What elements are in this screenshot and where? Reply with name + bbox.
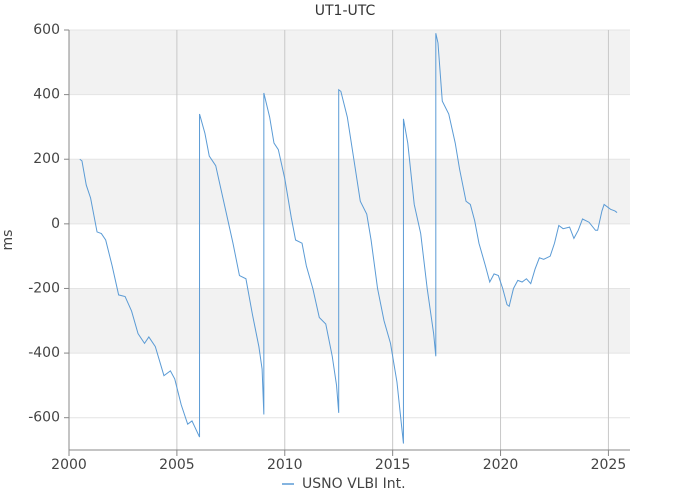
- x-tick-label: 2010: [267, 457, 303, 473]
- grid-band: [69, 288, 630, 354]
- y-tick-label: 0: [51, 216, 60, 232]
- legend-label: USNO VLBI Int.: [302, 476, 406, 492]
- x-tick-label: 2015: [375, 457, 411, 473]
- y-axis-label: ms: [0, 230, 16, 251]
- x-tick-label: 2020: [483, 457, 519, 473]
- chart-title: UT1-UTC: [315, 3, 376, 19]
- y-tick-label: 600: [33, 22, 60, 38]
- x-tick-label: 2025: [591, 457, 627, 473]
- grid-band: [69, 30, 630, 95]
- data-line: [79, 33, 618, 444]
- x-tick-label: 2000: [51, 457, 87, 473]
- y-tick-label: 400: [33, 87, 60, 103]
- y-tick-label: -400: [28, 345, 60, 361]
- grid-band: [69, 159, 630, 224]
- y-tick-label: 200: [33, 151, 60, 167]
- x-tick-label: 2005: [159, 457, 195, 473]
- y-tick-label: -200: [28, 280, 60, 296]
- y-tick-label: -600: [28, 410, 60, 426]
